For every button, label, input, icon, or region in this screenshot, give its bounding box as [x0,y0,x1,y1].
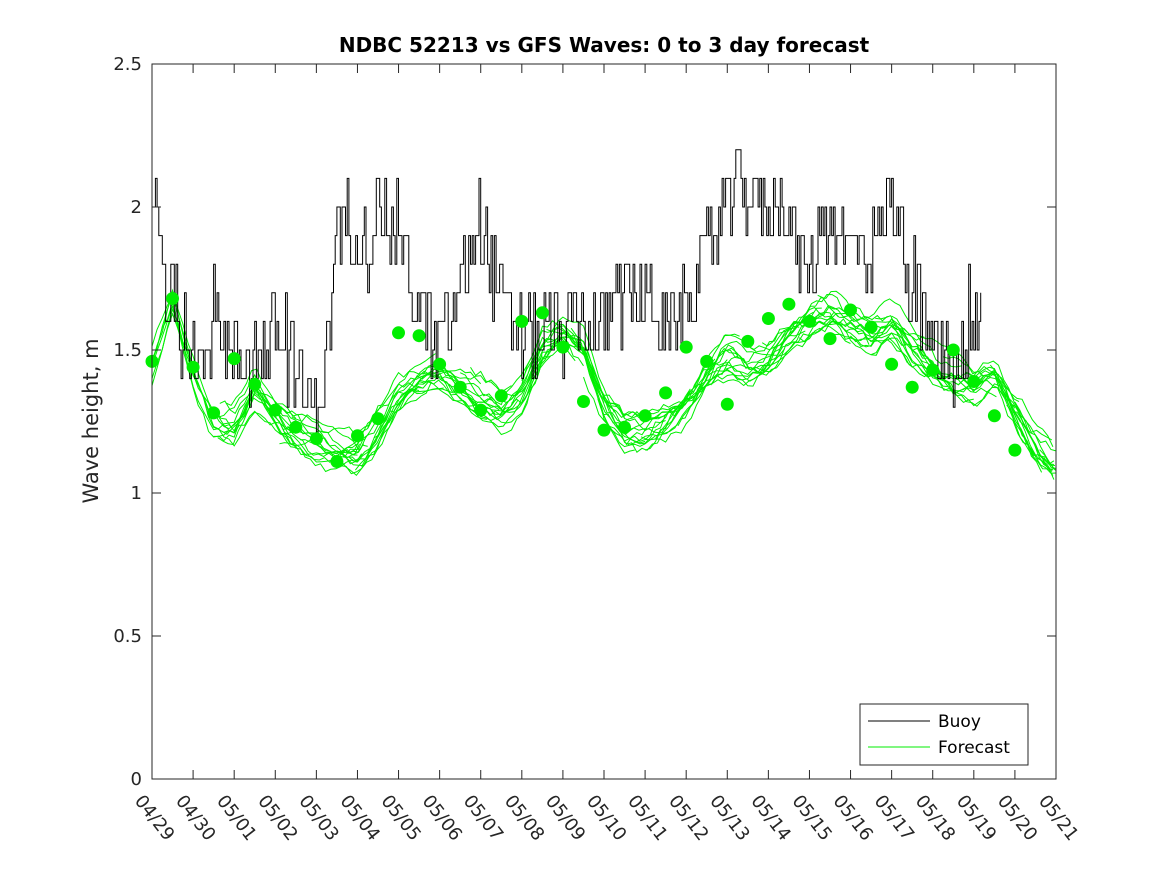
forecast-run-line [367,368,512,428]
forecast-marker [494,389,508,403]
legend: Buoy Forecast [859,703,1029,766]
forecast-run-line [780,293,925,349]
legend-buoy-label: Buoy [938,712,981,732]
forecast-marker [556,340,570,354]
forecast-marker [782,297,796,311]
forecast-run-line [965,371,1054,471]
forecast-marker [720,397,734,411]
forecast-marker [412,329,426,343]
y-tick-label: 2 [131,197,142,218]
forecast-run-line [299,381,444,475]
forecast-marker [597,423,611,437]
y-tick-label: 2.5 [113,54,142,75]
forecast-marker [433,357,447,371]
forecast-marker [823,332,837,346]
forecast-run-line [373,360,519,439]
forecast-marker [844,303,857,317]
forecast-marker [330,455,344,468]
forecast-marker [967,375,981,388]
forecast-run-line [870,332,1016,409]
forecast-marker [1008,443,1022,457]
forecast-marker [803,314,816,328]
forecast-marker [987,409,1001,423]
y-tick-label: 0.5 [113,626,142,647]
forecast-run-line [761,306,907,347]
y-tick-label: 1.5 [113,340,142,361]
forecast-run-line [422,337,568,417]
chart-title: NDBC 52213 vs GFS Waves: 0 to 3 day fore… [339,33,870,57]
buoy-line [152,149,982,437]
forecast-marker [227,352,241,366]
forecast-marker [268,403,282,417]
forecast-run-line [1014,401,1057,469]
forecast-marker [700,354,714,368]
forecast-marker [926,363,940,377]
forecast-marker [659,386,673,400]
forecast-run-line [798,320,944,375]
forecast-run-line [727,319,872,375]
forecast-marker [351,429,364,443]
forecast-run-line [221,390,367,463]
forecast-marker [946,343,960,357]
forecast-run-line [626,358,771,453]
forecast-run-line [654,325,800,440]
legend-forecast-label: Forecast [938,738,1010,758]
forecast-marker [761,312,775,325]
forecast-run-line [219,387,365,454]
plot-area [152,64,1056,779]
legend-box [859,703,1029,766]
forecast-marker [474,403,488,417]
forecast-run-line [295,370,440,463]
forecast-marker [905,380,919,394]
forecast-run-line [743,311,888,364]
forecast-run-line [891,326,1036,460]
forecast-marker [309,432,323,446]
forecast-marker [166,292,179,305]
forecast-run-line [640,344,786,440]
forecast-marker [515,314,529,328]
forecast-marker [885,357,899,371]
forecast-run-line [677,307,822,427]
forecast-marker [618,420,631,434]
forecast-run-line [669,311,814,417]
forecast-run-line [151,312,296,435]
forecast-marker [207,406,221,420]
y-tick-label: 1 [131,483,142,504]
forecast-marker [864,320,878,334]
y-axis: 0 0.5 1 1.5 2 2.5 [113,54,1056,790]
y-tick-label: 0 [131,769,142,790]
forecast-marker [679,340,693,354]
forecast-marker [577,395,590,408]
forecast-run-line [447,331,593,413]
forecast-marker [248,377,262,391]
forecast-run-line [595,333,740,419]
forecast-run-line [223,387,368,456]
forecast-run-line [710,311,855,386]
forecast-run-line [1039,449,1056,471]
forecast-marker [741,334,755,348]
forecast-marker [289,420,303,434]
forecast-marker [535,306,549,320]
forecast-run-line [852,327,997,398]
forecast-marker [638,409,652,423]
forecast-marker [186,360,200,374]
forecast-marker [453,380,467,394]
forecast-run-line [583,346,728,448]
series-layer [145,149,1057,480]
forecast-run-line [521,334,667,445]
forecast-marker [371,412,385,426]
y-axis-label: Wave height, m [79,338,103,503]
forecast-run-line [743,290,888,351]
forecast-marker [392,326,405,340]
